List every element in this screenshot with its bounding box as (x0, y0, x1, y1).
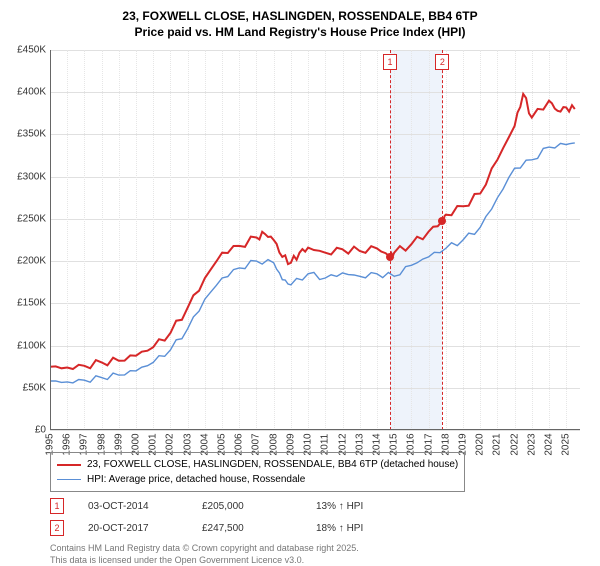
y-axis (50, 50, 51, 430)
sale-date: 20-OCT-2017 (88, 523, 178, 534)
y-tick: £100K (2, 340, 46, 351)
sale-point (438, 217, 446, 225)
sale-row: 2 20-OCT-2017 £247,500 18% ↑ HPI (50, 520, 580, 536)
y-tick: £450K (2, 45, 46, 56)
sale-marker: 1 (50, 498, 64, 514)
marker-box: 2 (435, 54, 449, 70)
legend-label-2: HPI: Average price, detached house, Ross… (87, 472, 305, 487)
y-tick: £400K (2, 87, 46, 98)
y-tick: £350K (2, 129, 46, 140)
legend-swatch-1 (57, 464, 81, 466)
title-line-2: Price paid vs. HM Land Registry's House … (135, 25, 466, 39)
marker-box: 1 (383, 54, 397, 70)
sale-date: 03-OCT-2014 (88, 501, 178, 512)
legend-swatch-2 (57, 479, 81, 480)
chart-title: 23, FOXWELL CLOSE, HASLINGDEN, ROSSENDAL… (0, 0, 600, 40)
sale-delta: 13% ↑ HPI (316, 501, 363, 512)
y-tick: £250K (2, 213, 46, 224)
y-tick: £150K (2, 298, 46, 309)
sale-point (386, 253, 394, 261)
y-tick: £0 (2, 425, 46, 436)
y-tick: £50K (2, 382, 46, 393)
sale-delta: 18% ↑ HPI (316, 523, 363, 534)
legend-label-1: 23, FOXWELL CLOSE, HASLINGDEN, ROSSENDAL… (87, 457, 458, 472)
sale-rows: 1 03-OCT-2014 £205,000 13% ↑ HPI 2 20-OCT-201… (50, 498, 580, 536)
sale-marker: 2 (50, 520, 64, 536)
series-line (50, 143, 575, 383)
sale-price: £205,000 (202, 501, 292, 512)
legend-box: 23, FOXWELL CLOSE, HASLINGDEN, ROSSENDAL… (50, 452, 465, 492)
legend-item-1: 23, FOXWELL CLOSE, HASLINGDEN, ROSSENDAL… (57, 457, 458, 472)
y-tick: £300K (2, 171, 46, 182)
chart-container: { "title_line1": "23, FOXWELL CLOSE, HAS… (0, 0, 600, 560)
sale-row: 1 03-OCT-2014 £205,000 13% ↑ HPI (50, 498, 580, 514)
y-tick: £200K (2, 256, 46, 267)
x-axis (50, 429, 580, 430)
title-line-1: 23, FOXWELL CLOSE, HASLINGDEN, ROSSENDAL… (122, 9, 477, 23)
footnote-line-2: This data is licensed under the Open Gov… (50, 555, 304, 565)
legend-item-2: HPI: Average price, detached house, Ross… (57, 472, 458, 487)
plot-area: 12 (50, 50, 580, 430)
footnote: Contains HM Land Registry data © Crown c… (50, 542, 580, 566)
line-series (50, 50, 580, 430)
legend-and-footer: 23, FOXWELL CLOSE, HASLINGDEN, ROSSENDAL… (50, 452, 580, 566)
footnote-line-1: Contains HM Land Registry data © Crown c… (50, 543, 359, 553)
series-line (50, 94, 575, 369)
sale-price: £247,500 (202, 523, 292, 534)
